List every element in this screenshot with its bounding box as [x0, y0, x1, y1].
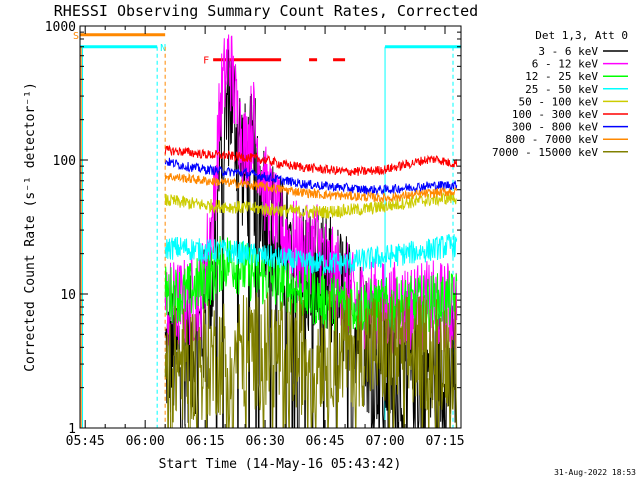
- x-tick-label: 06:45: [306, 434, 345, 449]
- flag-label: F: [203, 56, 209, 67]
- legend-entry-label: 3 - 6 keV: [538, 45, 598, 58]
- series-line: [164, 235, 458, 336]
- flag-label: S: [73, 31, 79, 42]
- x-axis-label: Start Time (14-May-16 05:43:42): [159, 457, 402, 472]
- y-tick-label: 1000: [45, 20, 76, 35]
- series-line: [164, 233, 458, 275]
- x-tick-label: 07:15: [425, 434, 464, 449]
- series-line: [164, 192, 457, 220]
- series-line: [164, 288, 457, 429]
- legend-entry-label: 6 - 12 keV: [532, 58, 599, 71]
- axis-layer: 05:45 06:00 06:15 06:30 06:45 07:00 07:15 1 10 10…: [45, 20, 465, 449]
- legend-entry-label: 50 - 100 keV: [519, 95, 599, 108]
- x-tick-label: 06:15: [186, 434, 225, 449]
- legend-title: Det 1,3, Att 0: [535, 29, 628, 42]
- flag-layer: S N F: [73, 31, 461, 67]
- series-line: [164, 144, 458, 177]
- series-layer: [164, 34, 458, 429]
- x-tick-label: 06:00: [126, 434, 165, 449]
- legend-entry-label: 800 - 7000 keV: [505, 133, 598, 146]
- legend-entry-label: 300 - 800 keV: [512, 121, 598, 134]
- legend-entry-label: 7000 - 15000 keV: [492, 146, 598, 159]
- x-tick-label: 06:30: [246, 434, 285, 449]
- plot-frame: [79, 25, 462, 429]
- series-line: [164, 157, 458, 196]
- chart-title: RHESSI Observing Summary Count Rates, Co…: [54, 2, 478, 20]
- y-axis-label: Corrected Count Rate (s⁻¹ detector⁻¹): [23, 82, 38, 372]
- flag-label: N: [160, 43, 166, 54]
- footer-timestamp: 31-Aug-2022 18:53: [554, 468, 636, 477]
- legend-entry-label: 12 - 25 keV: [525, 70, 598, 83]
- x-tick-label: 05:45: [66, 434, 105, 449]
- legend-entry-label: 100 - 300 keV: [512, 108, 598, 121]
- x-tick-label: 07:00: [365, 434, 404, 449]
- y-tick-label: 100: [53, 154, 76, 169]
- legend-entry-label: 25 - 50 keV: [525, 83, 598, 96]
- series-line: [164, 172, 458, 204]
- y-tick-label: 10: [60, 288, 76, 303]
- y-tick-label: 1: [68, 422, 76, 437]
